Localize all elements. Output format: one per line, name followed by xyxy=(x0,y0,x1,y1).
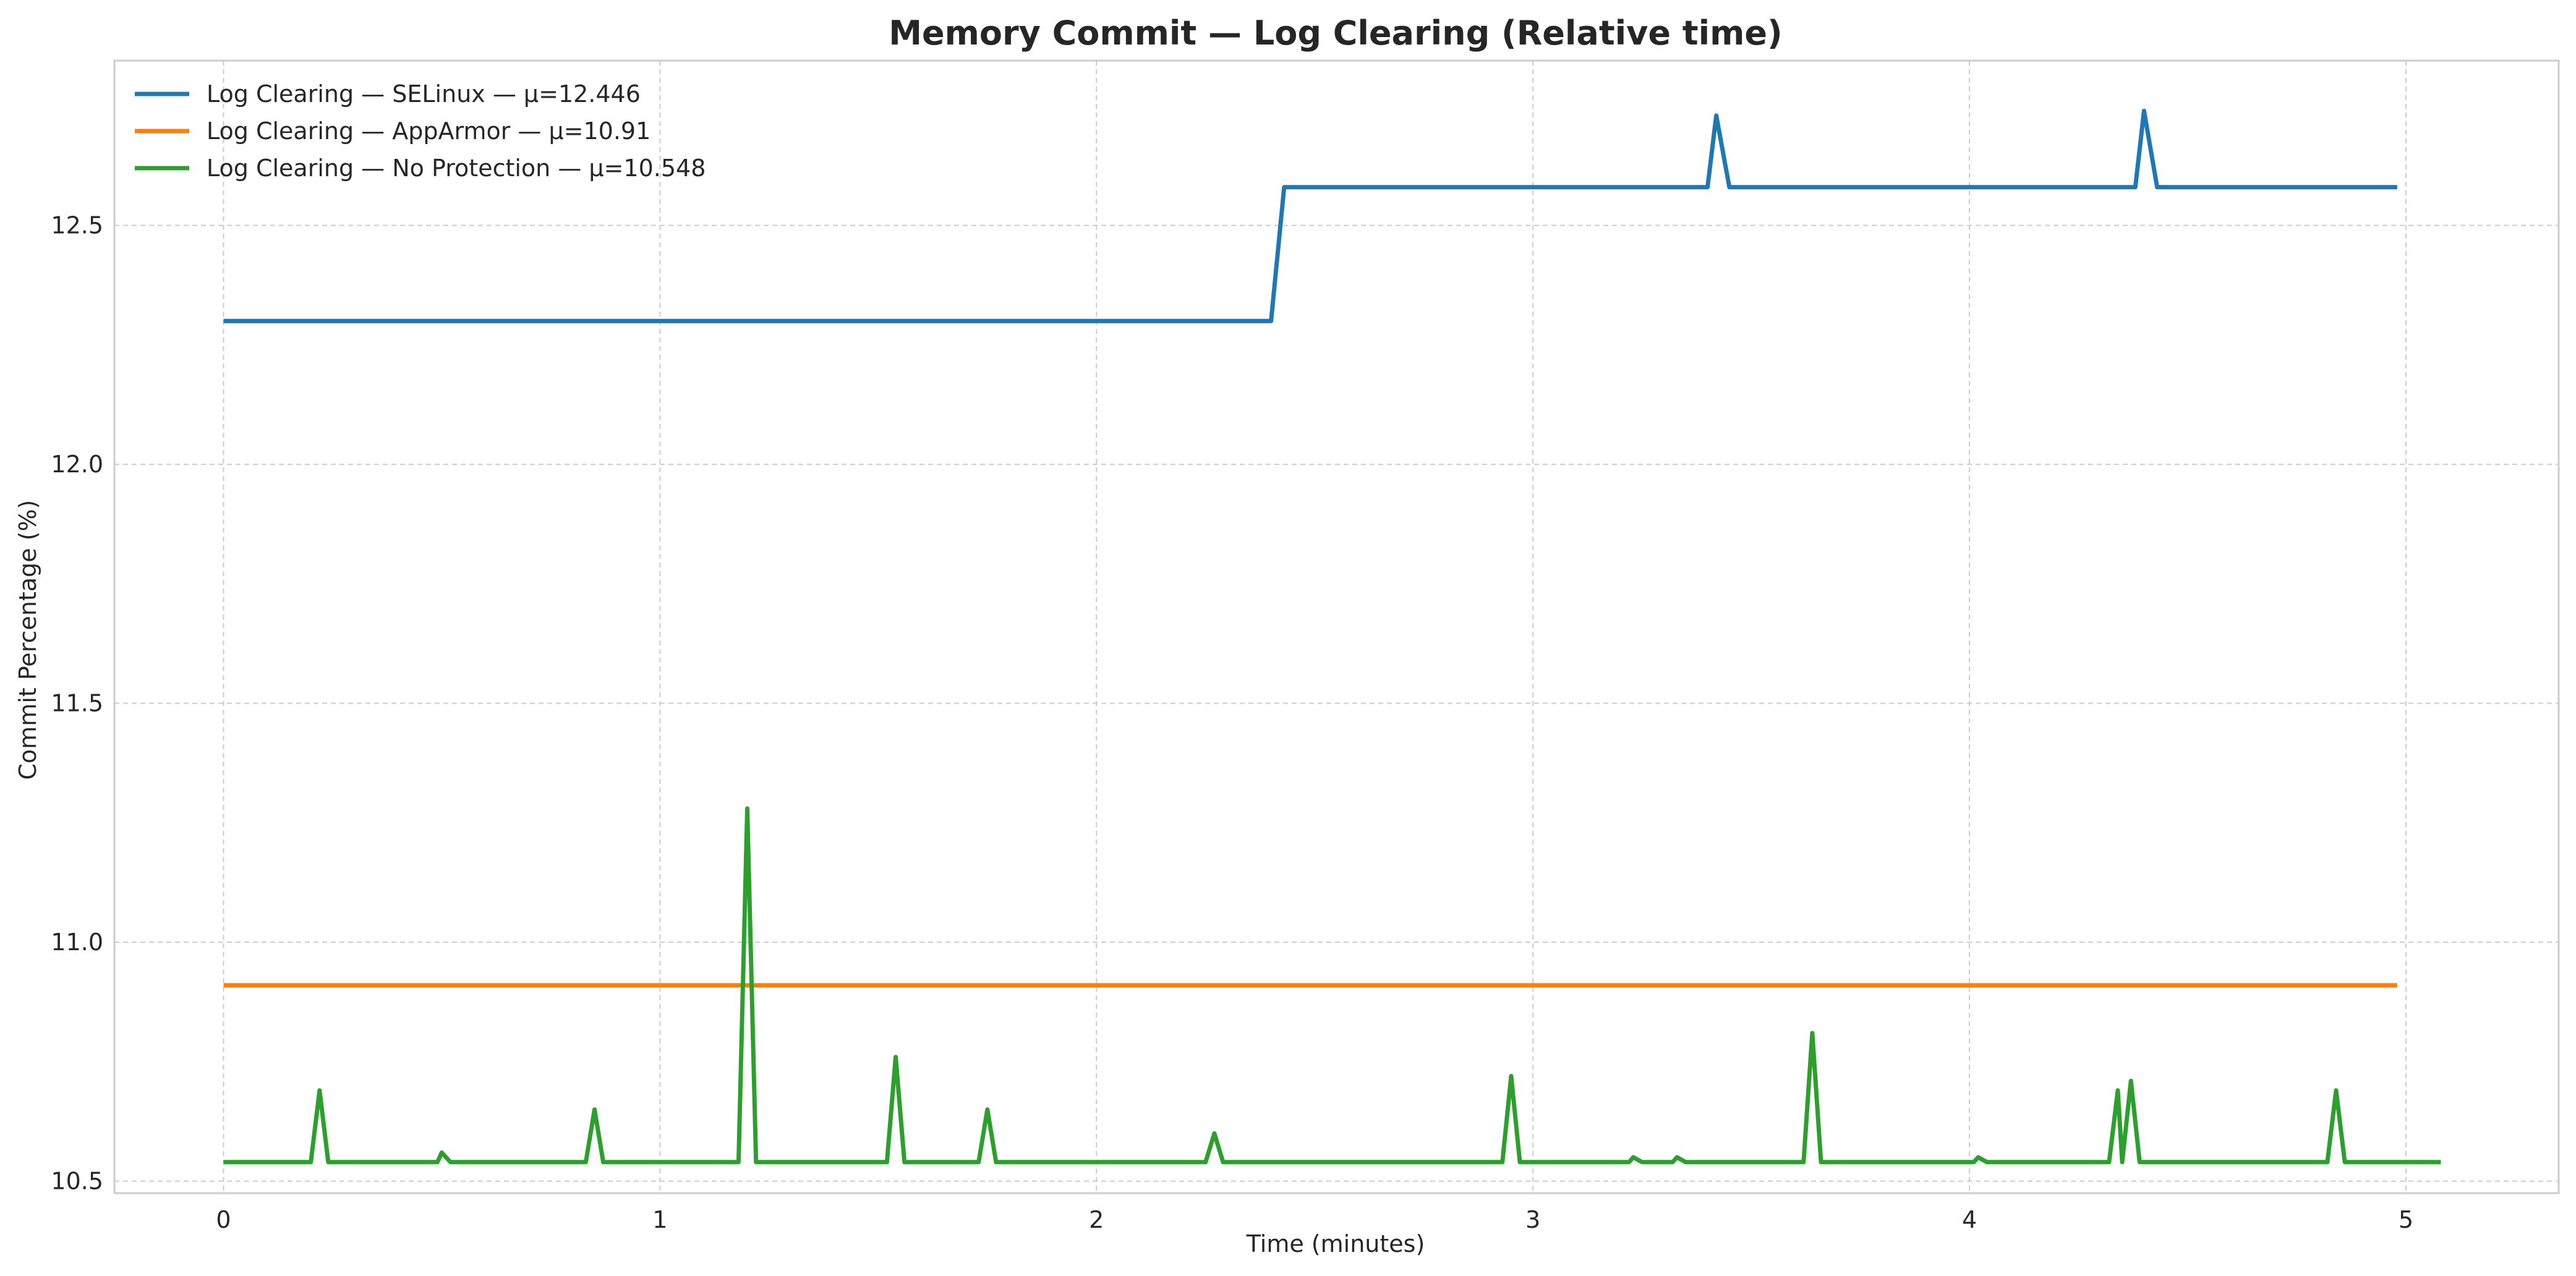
x-tick-label: 0 xyxy=(216,1206,231,1233)
y-tick-label: 12.5 xyxy=(51,212,103,239)
series-line-3 xyxy=(223,806,2441,1165)
legend-entry-1: Log Clearing — SELinux — μ=12.446 xyxy=(207,80,641,108)
chart-title: Memory Commit — Log Clearing (Relative t… xyxy=(889,14,1782,53)
y-tick-label: 10.5 xyxy=(51,1168,103,1195)
series-line-1 xyxy=(223,108,2397,323)
x-axis-ticks: 0 1 2 3 4 5 xyxy=(216,1206,2413,1233)
y-axis-ticks: 10.5 11.0 11.5 12.0 12.5 xyxy=(51,212,103,1195)
x-tick-label: 4 xyxy=(1962,1206,1977,1233)
x-tick-label: 5 xyxy=(2399,1206,2413,1233)
plot-area-frame xyxy=(113,59,2560,1194)
x-tick-label: 1 xyxy=(652,1206,667,1233)
y-tick-label: 11.0 xyxy=(51,929,103,956)
x-tick-label: 3 xyxy=(1525,1206,1540,1233)
grid xyxy=(114,61,2559,1193)
x-axis-label: Time (minutes) xyxy=(1246,1230,1425,1257)
legend-entry-2: Log Clearing — AppArmor — μ=10.91 xyxy=(207,117,650,145)
y-tick-label: 12.0 xyxy=(51,451,103,478)
x-tick-label: 2 xyxy=(1089,1206,1104,1233)
y-axis-label: Commit Percentage (%) xyxy=(14,500,41,780)
series-layer xyxy=(223,108,2441,1165)
legend: Log Clearing — SELinux — μ=12.446 Log Cle… xyxy=(135,80,706,182)
legend-entry-3: Log Clearing — No Protection — μ=10.548 xyxy=(207,155,706,182)
y-tick-label: 11.5 xyxy=(51,690,103,717)
